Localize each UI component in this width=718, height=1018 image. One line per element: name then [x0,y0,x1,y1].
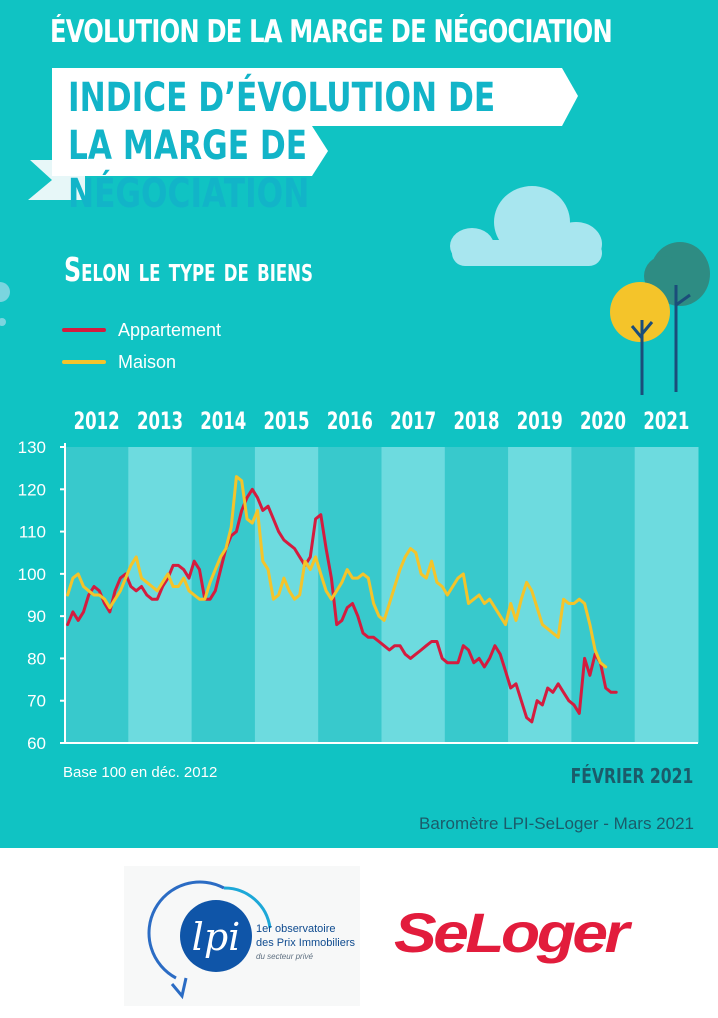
series-line-maison [66,475,608,669]
seloger-wordmark: SeLoger [394,901,633,964]
lpi-line2: des Prix Immobiliers [256,937,356,949]
lpi-line1: 1er observatoire [256,923,336,935]
y-tick-label: 60 [27,734,46,753]
infographic-poster: ÉVOLUTION DE LA MARGE DE NÉGOCIATION IND… [0,0,718,848]
decoration-layer [0,186,710,395]
chart-subtitle: INDICE D’ÉVOLUTION DE LA MARGE DE NÉGOCI… [68,75,496,217]
y-tick-label: 130 [18,438,46,457]
tree-icon [0,242,710,395]
lpi-mark: lpi [192,915,241,959]
legend-label: Maison [118,351,177,372]
cloud-icon [450,186,602,266]
y-tick-label: 90 [27,607,46,626]
footer: lpi 1er observatoire des Prix Immobilier… [0,848,718,1018]
x-tick-label: 2016 [327,407,373,435]
lpi-logo: lpi 1er observatoire des Prix Immobilier… [124,866,360,1006]
x-tick-label: 2014 [200,407,246,435]
year-band [191,447,256,743]
line-chart: 2012 2013 2014 2015 2016 2017 2018 2019 2020 2021… [18,407,699,753]
x-tick-label: 2017 [390,407,436,435]
series-line-appartement [66,487,618,724]
legend-swatch [62,328,106,332]
year-band [634,447,699,743]
y-tick-label: 120 [18,480,46,499]
y-tick-label: 80 [27,649,46,668]
legend-label: Appartement [118,319,222,340]
y-tick-label: 70 [27,692,46,711]
legend-item-maison: Maison [62,351,176,373]
legend-swatch [62,360,106,364]
source-text: Baromètre LPI-SeLoger - Mars 2021 [419,814,694,833]
x-tick-label: 2015 [264,407,310,435]
year-band [254,447,319,743]
x-tick-label: 2019 [517,407,563,435]
subtitle-ribbon [28,68,578,200]
y-tick-label: 100 [18,565,46,584]
x-tick-label: 2018 [453,407,499,435]
x-tick-label: 2012 [74,407,120,435]
legend-item-appartement: Appartement [62,319,221,341]
x-tick-label: 2021 [643,407,689,435]
x-tick-label: 2020 [580,407,626,435]
lpi-line3: du secteur privé [256,952,313,961]
section-title: Selon le type de biens [64,250,313,289]
seloger-logo: SeLoger [394,901,634,964]
x-tick-label: 2013 [137,407,183,435]
page-title: ÉVOLUTION DE LA MARGE DE NÉGOCIATION [50,14,613,50]
year-band [508,447,572,743]
base-note: Base 100 en déc. 2012 [63,764,218,781]
y-tick-label: 110 [19,523,46,542]
date-label: FÉVRIER 2021 [570,764,693,788]
